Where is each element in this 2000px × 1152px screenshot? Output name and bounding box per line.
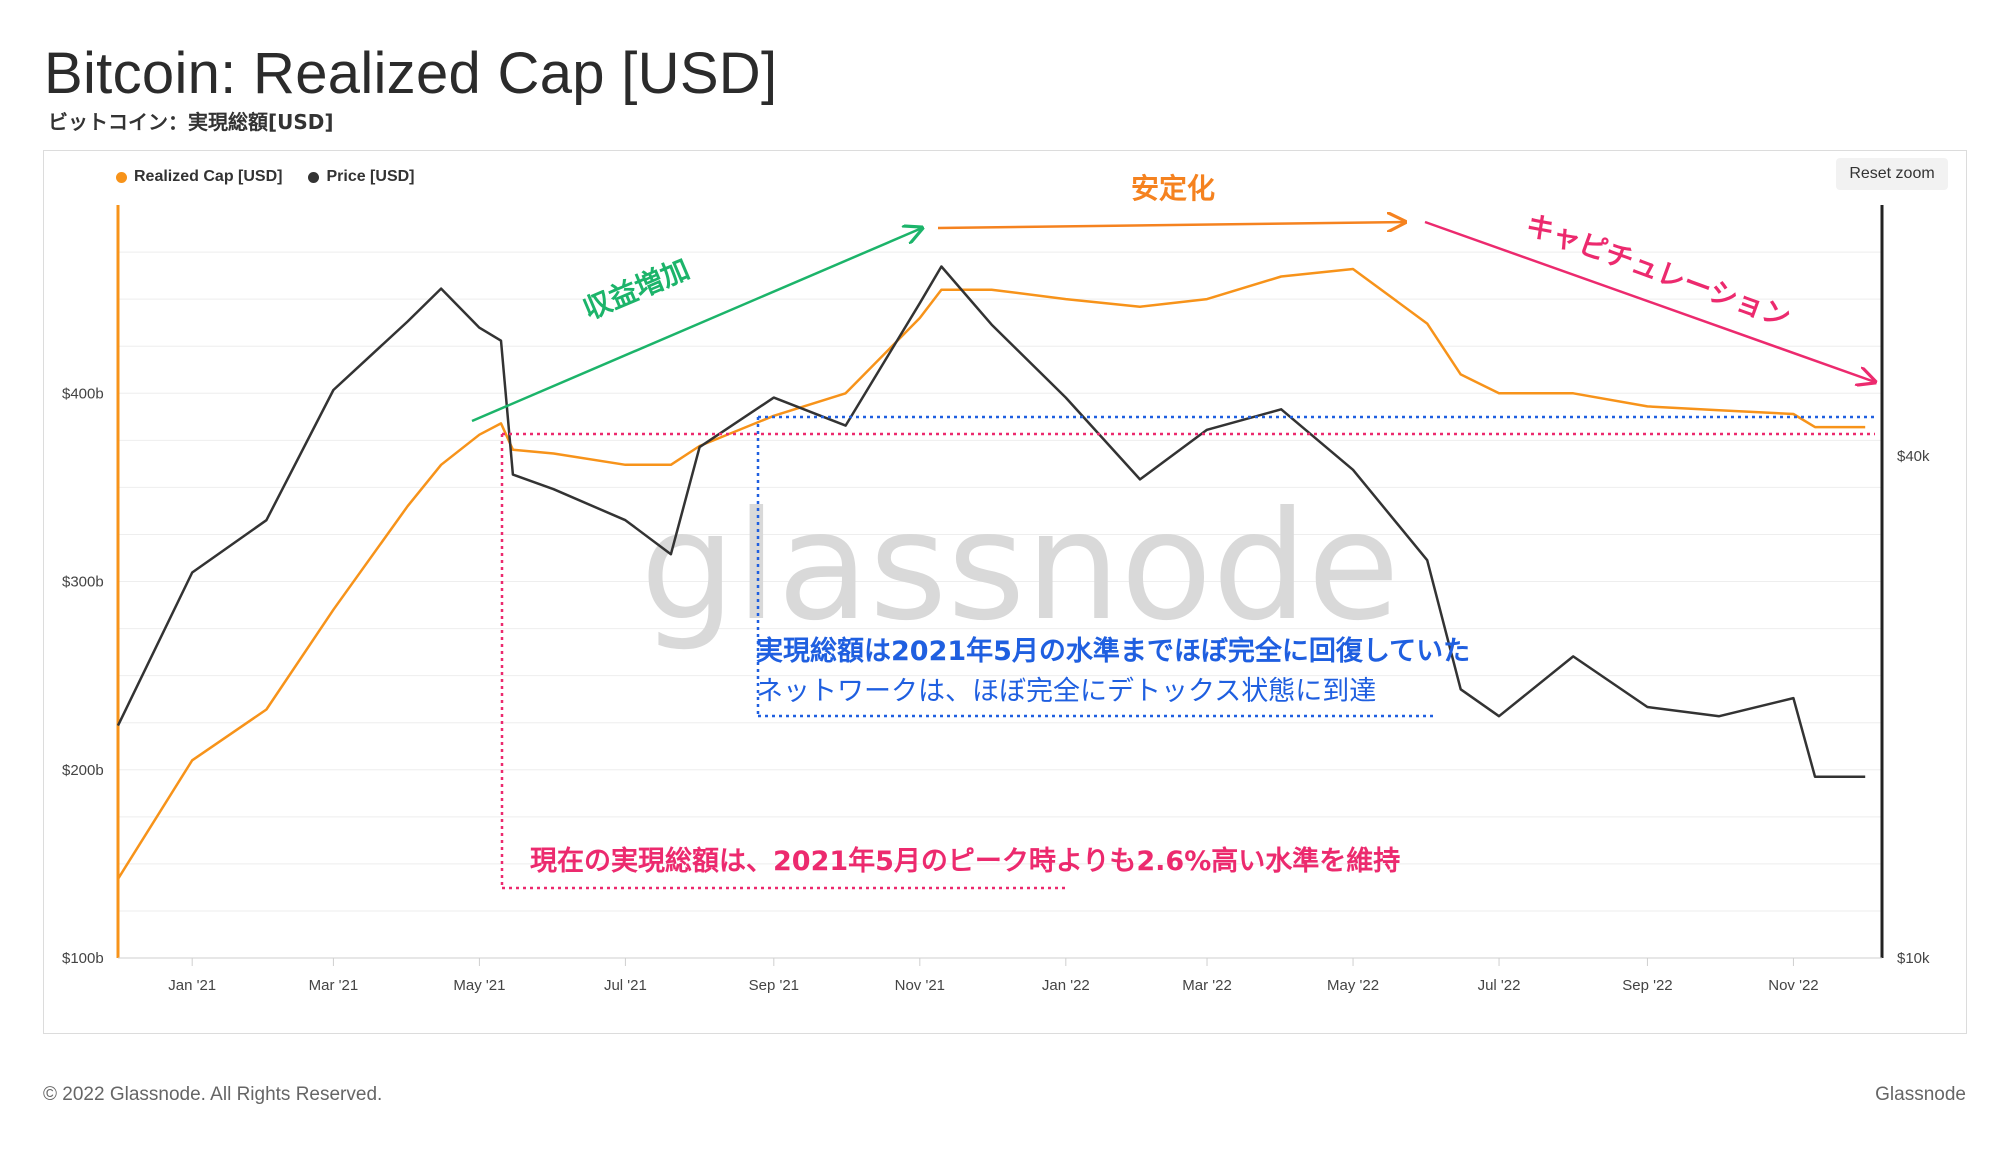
pink-note: 現在の実現総額は、2021年5月のピーク時よりも2.6%高い水準を維持 (530, 845, 1400, 877)
legend-label-realized-cap: Realized Cap [USD] (134, 168, 283, 185)
legend-dot-price (308, 171, 320, 183)
left-tick-label: $400b (62, 385, 104, 402)
footer-brand: Glassnode (1875, 1084, 1966, 1105)
x-tick-label: May '21 (453, 977, 505, 994)
x-tick-label: Jan '21 (168, 977, 216, 994)
page-subtitle: ビットコイン：実現総額[USD] (48, 110, 334, 134)
chart-frame (43, 150, 1967, 1034)
x-tick-label: Mar '22 (1182, 977, 1232, 994)
blue-note-line2: ネットワークは、ほぼ完全にデトックス状態に到達 (756, 676, 1376, 707)
x-tick-label: Sep '21 (749, 977, 799, 994)
x-tick-label: Jan '22 (1042, 977, 1090, 994)
price-line (116, 265, 1866, 778)
left-tick-label: $100b (62, 950, 104, 967)
left-tick-label: $300b (62, 574, 104, 591)
profit-increase-label: 収益増加 (578, 252, 694, 326)
chart-legend: Realized Cap [USD] Price [USD] (116, 168, 415, 186)
grid-layer (118, 251, 1882, 912)
page-title: Bitcoin: Realized Cap [USD] (44, 41, 778, 106)
left-tick-label: $200b (62, 762, 104, 779)
x-tick-label: May '22 (1327, 977, 1379, 994)
axis-layer: $100b $200b $300b $400b $10k $40k Jan '21 Mar '… (62, 205, 1930, 994)
stabilization-label: 安定化 (1131, 172, 1215, 205)
x-tick-label: Sep '22 (1622, 977, 1672, 994)
stabilization-arrow (937, 222, 1405, 228)
blue-note-line1: 実現総額は2021年5月の水準までほぼ完全に回復していた (756, 635, 1470, 667)
capitulation-arrow (1424, 220, 1875, 382)
legend-item-price[interactable]: Price [USD] (308, 168, 415, 186)
legend-item-realized-cap[interactable]: Realized Cap [USD] (116, 168, 282, 186)
footer-copyright: © 2022 Glassnode. All Rights Reserved. (43, 1084, 383, 1105)
profit-increase-arrow (471, 228, 922, 423)
legend-dot-realized-cap (116, 171, 127, 183)
watermark-text: glassnode (640, 480, 1399, 654)
right-tick-label: $40k (1897, 448, 1930, 465)
reset-zoom-button[interactable]: Reset zoom (1836, 158, 1948, 190)
legend-label-price: Price [USD] (326, 168, 415, 185)
x-tick-label: Jul '21 (604, 977, 647, 994)
x-tick-label: Nov '21 (895, 977, 945, 994)
x-tick-label: Jul '22 (1478, 977, 1521, 994)
right-tick-label: $10k (1897, 950, 1930, 967)
x-tick-label: Mar '21 (309, 977, 359, 994)
realized-cap-line (116, 267, 1866, 880)
x-tick-label: Nov '22 (1768, 977, 1818, 994)
series-layer (116, 265, 1866, 880)
